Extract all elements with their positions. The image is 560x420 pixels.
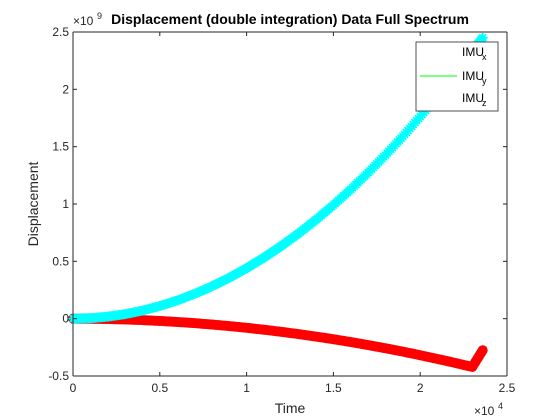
legend-sub-imu-x: x xyxy=(482,52,487,62)
data-marks xyxy=(68,32,488,372)
series-3-circle-marks xyxy=(68,313,488,372)
legend: IMU x IMU y IMU z xyxy=(415,41,499,112)
legend-sub-imu-z: z xyxy=(482,98,487,108)
y-exponent-base: ×10 xyxy=(73,14,94,28)
legend-entry-imu-z: IMU z xyxy=(462,91,487,108)
x-exponent-base: ×10 xyxy=(474,404,495,418)
y-tick-label: -0.5 xyxy=(48,369,69,383)
x-tick-label: 2.5 xyxy=(499,381,516,395)
tick-labels: 0 0.5 1 1.5 2 2.5-0.500.511.522.5 xyxy=(48,25,515,395)
legend-entry-imu-y: IMU y xyxy=(420,69,487,86)
y-tick-label: 0 xyxy=(62,312,69,326)
y-tick-label: 1 xyxy=(62,197,69,211)
y-axis-exponent: ×10 9 xyxy=(73,11,102,28)
legend-sub-imu-y: y xyxy=(482,76,487,86)
x-tick-label: 1.5 xyxy=(325,381,342,395)
legend-label-imu-z: IMU xyxy=(462,91,484,105)
y-tick-label: 2 xyxy=(62,82,69,96)
x-axis-exponent: ×10 4 xyxy=(474,401,503,418)
legend-label-imu-x: IMU xyxy=(462,45,484,59)
x-tick-label: 0.5 xyxy=(151,381,168,395)
y-tick-label: 2.5 xyxy=(52,25,69,39)
x-tick-label: 1 xyxy=(243,381,250,395)
x-tick-label: 0 xyxy=(70,381,77,395)
y-axis-title: Displacement xyxy=(25,161,41,246)
data-point-star xyxy=(477,32,488,43)
y-exponent-power: 9 xyxy=(97,11,102,21)
x-axis-title: Time xyxy=(275,400,306,416)
legend-label-imu-y: IMU xyxy=(462,69,484,83)
legend-entry-imu-x: IMU x xyxy=(462,45,487,62)
y-tick-label: 1.5 xyxy=(52,140,69,154)
tick-marks xyxy=(72,31,508,377)
y-tick-label: 0.5 xyxy=(52,254,69,268)
x-exponent-power: 4 xyxy=(498,401,503,411)
x-tick-label: 2 xyxy=(417,381,424,395)
data-point-circle xyxy=(477,345,488,356)
chart-title: Displacement (double integration) Data F… xyxy=(111,11,469,27)
